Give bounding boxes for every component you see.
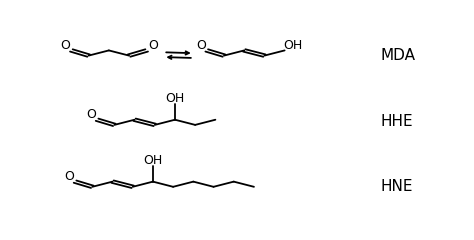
Text: O: O <box>61 39 71 52</box>
Text: MDA: MDA <box>381 48 416 63</box>
Text: OH: OH <box>283 39 302 52</box>
Text: O: O <box>149 39 159 52</box>
Text: O: O <box>86 108 96 121</box>
Text: HNE: HNE <box>381 179 413 194</box>
Text: O: O <box>64 170 74 183</box>
Text: O: O <box>196 39 206 52</box>
Text: HHE: HHE <box>381 114 413 129</box>
Text: OH: OH <box>166 92 185 105</box>
Text: OH: OH <box>144 154 163 167</box>
